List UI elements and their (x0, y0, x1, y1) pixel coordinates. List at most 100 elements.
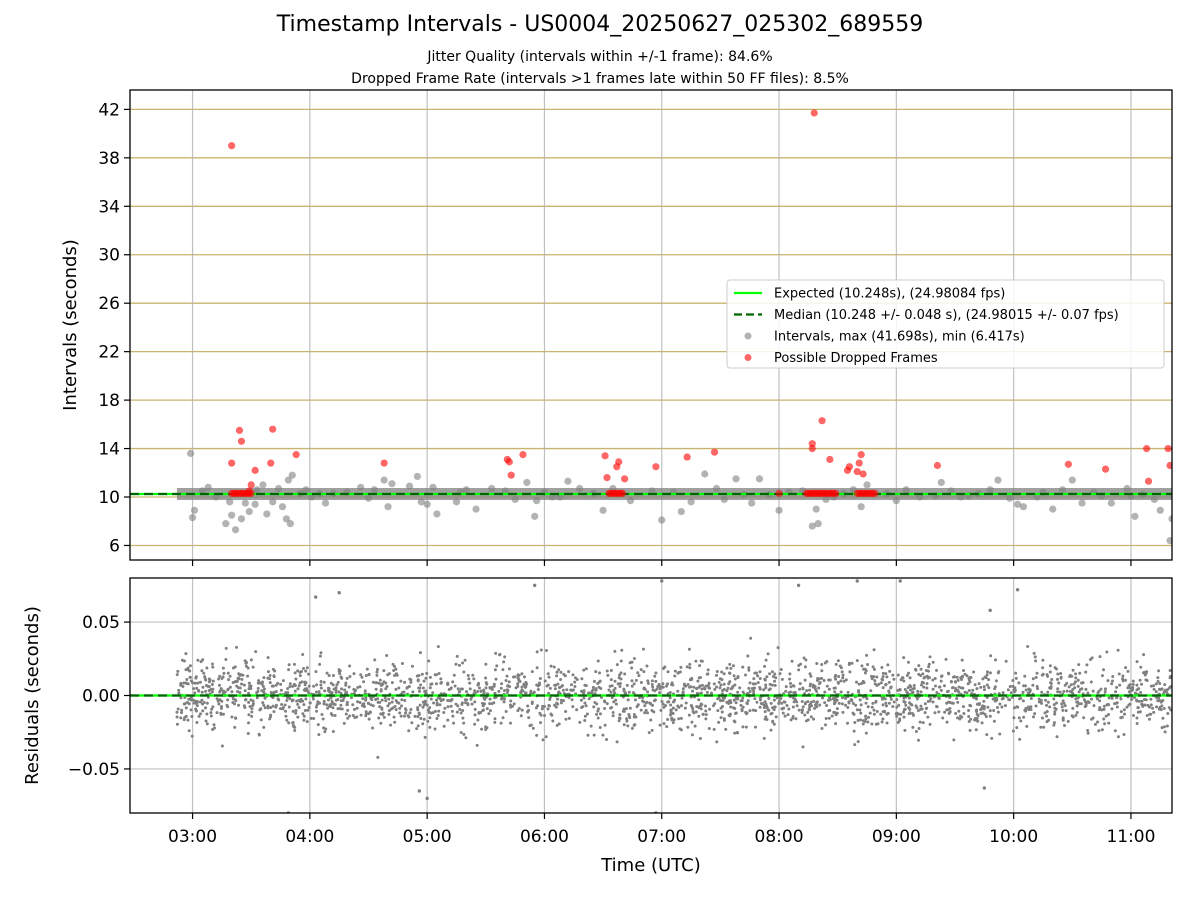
residual-point (462, 670, 466, 674)
residual-point (546, 707, 550, 711)
residual-point (436, 696, 440, 700)
residual-point (1060, 705, 1064, 709)
residual-point (1135, 721, 1139, 725)
residual-point (606, 673, 610, 677)
dropped-frame-rate-subtitle: Dropped Frame Rate (intervals >1 frames … (351, 71, 849, 87)
residuals-plot-area (130, 578, 1172, 813)
residual-point (857, 682, 861, 686)
residual-point (481, 709, 485, 713)
residual-point (426, 708, 430, 712)
residual-point (1141, 704, 1145, 708)
residual-point (1120, 715, 1124, 719)
residual-point (919, 704, 923, 708)
residual-point (598, 725, 602, 729)
residual-point (1033, 712, 1037, 716)
residual-point (582, 668, 586, 672)
residual-point (1090, 697, 1094, 701)
residual-point (727, 671, 731, 675)
residual-point (1024, 688, 1028, 692)
residual-point (954, 712, 958, 716)
residual-point (376, 697, 380, 701)
residual-point (230, 715, 234, 719)
residual-point (1032, 651, 1036, 655)
residual-point (714, 673, 718, 677)
interval-point (1006, 494, 1014, 502)
residual-point (247, 700, 251, 704)
residual-point (734, 701, 738, 705)
residual-point (1133, 691, 1137, 695)
dropped-frame-point (857, 451, 865, 459)
residual-point (435, 698, 439, 702)
residual-point (801, 708, 805, 712)
residual-point (660, 700, 664, 704)
residual-point (642, 670, 646, 674)
residual-point (278, 707, 282, 711)
residual-point (683, 706, 687, 710)
residual-point (864, 717, 868, 721)
interval-point (1013, 500, 1022, 508)
residual-point (525, 682, 529, 686)
interval-point (228, 511, 236, 519)
residual-point (1031, 683, 1035, 687)
residual-point (532, 690, 536, 694)
residual-point (720, 678, 724, 682)
residual-point (362, 702, 366, 706)
residual-point (473, 707, 477, 711)
residual-point (815, 661, 819, 665)
residual-point (859, 703, 863, 707)
residual-outlier-point (855, 579, 859, 583)
residual-point (375, 673, 379, 677)
residual-point (1111, 679, 1115, 683)
residual-point (479, 689, 483, 693)
residual-point (500, 697, 504, 701)
residual-point (1041, 672, 1045, 676)
residual-point (373, 658, 377, 662)
residual-point (423, 735, 427, 739)
residual-point (1071, 706, 1075, 710)
residual-point (663, 665, 667, 669)
residual-point (325, 671, 329, 675)
residual-point (438, 703, 442, 707)
residual-point (771, 675, 775, 679)
residual-point (628, 661, 632, 665)
residual-point (337, 690, 341, 694)
interval-point (384, 503, 392, 511)
residual-point (610, 696, 614, 700)
residual-point (1142, 670, 1146, 674)
residual-point (705, 672, 709, 676)
residual-point (442, 724, 446, 728)
residual-point (182, 718, 186, 722)
residual-point (302, 703, 306, 707)
residual-point (425, 671, 429, 675)
residual-point (376, 700, 380, 704)
residual-point (1087, 701, 1091, 705)
residual-point (710, 691, 714, 695)
residual-point (183, 695, 187, 699)
residual-point (535, 733, 539, 737)
residual-point (200, 669, 204, 673)
residual-point (1098, 706, 1102, 710)
residual-point (993, 699, 997, 703)
residual-point (875, 675, 879, 679)
residual-point (813, 684, 817, 688)
residual-point (202, 700, 206, 704)
residual-point (703, 687, 707, 691)
residual-point (776, 646, 780, 650)
residual-point (367, 717, 371, 721)
residual-point (1079, 702, 1083, 706)
interval-point (187, 449, 195, 458)
residual-point (872, 708, 876, 712)
dropped-frame-point (1144, 477, 1153, 485)
residual-point (228, 685, 232, 689)
residual-point (378, 705, 382, 709)
dropped-frame-point (1164, 444, 1172, 453)
residual-point (736, 690, 740, 694)
residual-point (866, 662, 870, 666)
residual-point (212, 723, 216, 727)
residual-point (1089, 657, 1093, 661)
x-tick-label: 06:00 (520, 827, 569, 847)
residual-point (818, 703, 822, 707)
residual-point (719, 698, 723, 702)
residual-point (616, 682, 620, 686)
residual-point (1053, 710, 1057, 714)
